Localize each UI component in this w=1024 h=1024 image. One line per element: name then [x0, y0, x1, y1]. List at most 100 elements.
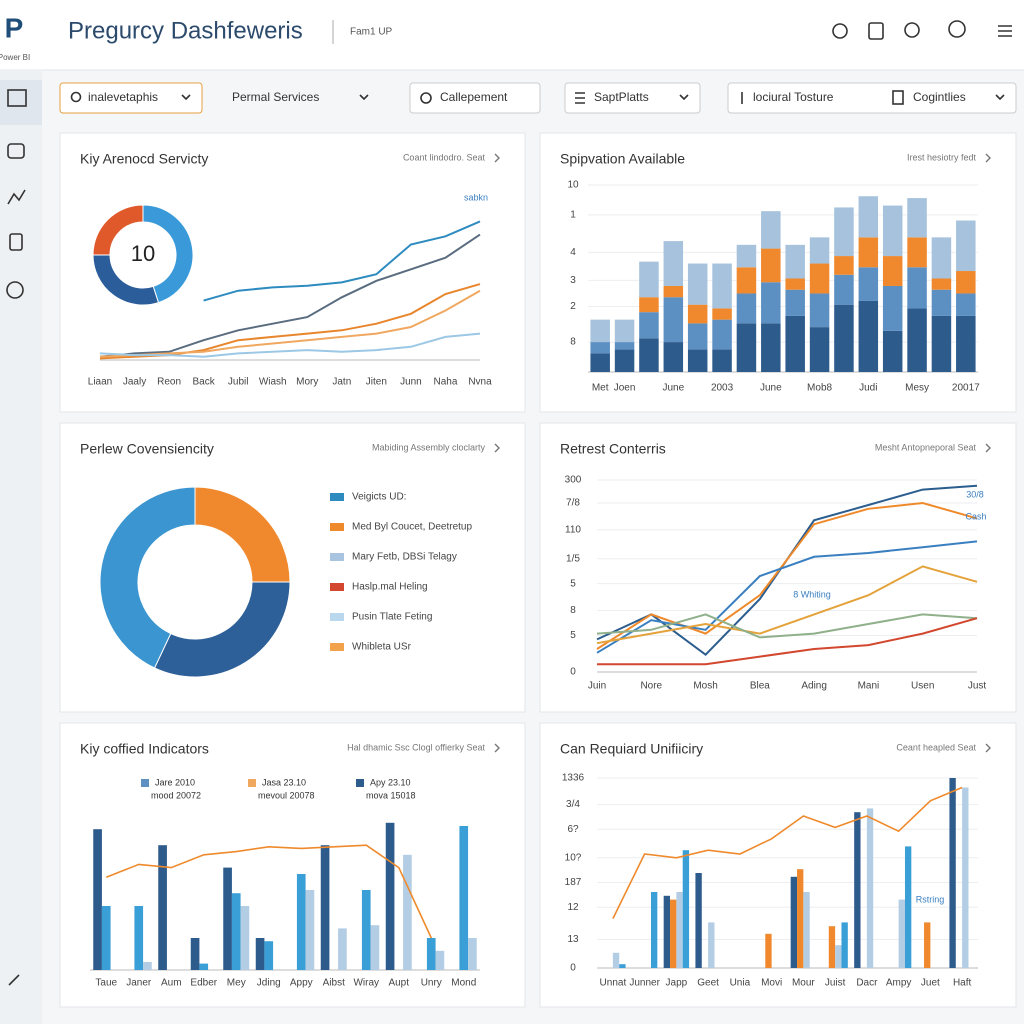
- card-subtitle[interactable]: Hal dhamic Ssc Clogl offierky Seat: [347, 742, 485, 752]
- icon[interactable]: [6, 281, 24, 299]
- filter-label[interactable]: inalevetaphis: [88, 90, 158, 104]
- bar-segment: [956, 271, 976, 294]
- filter-box[interactable]: [564, 82, 701, 114]
- card-title: Spipvation Available: [560, 151, 685, 167]
- line-series: [99, 289, 481, 358]
- bar-segment: [931, 315, 952, 372]
- bar-segment: [687, 349, 708, 372]
- bar-segment: [761, 248, 781, 283]
- card-subtitle[interactable]: Irest hesiotry fedt: [907, 152, 977, 162]
- filter-box[interactable]: [59, 82, 203, 114]
- bar: [695, 873, 702, 968]
- annotation: Cash: [965, 511, 986, 521]
- icon[interactable]: [998, 25, 1012, 37]
- filter-box[interactable]: [727, 82, 1017, 114]
- bar-segment: [590, 342, 610, 354]
- card-subtitle[interactable]: Mesht Antopneporal Seat: [875, 442, 977, 452]
- icon[interactable]: [9, 233, 23, 251]
- note-label: Apy 23.10: [370, 777, 411, 787]
- annotation: Rstring: [916, 894, 945, 904]
- filter-label[interactable]: Permal Services: [232, 90, 319, 104]
- legend-swatch: [330, 583, 344, 591]
- chevron: [985, 743, 991, 753]
- bar-segment: [614, 349, 635, 372]
- x-tick-label: 20017: [952, 383, 980, 394]
- icon[interactable]: [7, 89, 27, 107]
- bar-segment: [809, 263, 830, 294]
- legend-label: Haslp.mal Heling: [352, 582, 428, 593]
- search-icon: [70, 91, 82, 103]
- bar-segment: [785, 244, 805, 279]
- x-tick-label: Geet: [697, 978, 719, 989]
- y-tick-label: 0: [570, 963, 576, 974]
- icon[interactable]: [7, 189, 26, 205]
- filter-label[interactable]: lociural Tosture: [753, 90, 834, 104]
- bar-segment: [736, 267, 757, 294]
- y-tick-label: 5: [570, 630, 576, 641]
- y-tick-label: 1: [570, 210, 576, 221]
- bar: [468, 938, 477, 970]
- x-tick-label: Mob8: [807, 383, 832, 394]
- header-icons[interactable]: [832, 20, 1012, 40]
- filter-icon: [892, 90, 904, 105]
- icon[interactable]: [948, 20, 966, 38]
- bar-segment: [687, 263, 708, 305]
- chevron: [995, 94, 1005, 101]
- card-subtitle[interactable]: Coant lindodro. Seat: [403, 152, 486, 162]
- x-tick-label: Haft: [953, 978, 972, 989]
- y-tick-label: 10: [567, 180, 579, 191]
- sidebar: [0, 70, 42, 1024]
- annotation: 30/8: [966, 489, 984, 499]
- icon[interactable]: [832, 23, 848, 39]
- bar: [143, 962, 152, 970]
- sidebar-active: [0, 80, 42, 125]
- x-tick-label: Blea: [750, 681, 770, 692]
- icon[interactable]: [7, 143, 25, 159]
- note-swatch: [356, 779, 364, 787]
- filter-label[interactable]: Cogintlies: [913, 90, 966, 104]
- card-subtitle[interactable]: Mabiding Assembly cloclarty: [372, 442, 486, 452]
- x-tick-label: Judi: [859, 383, 877, 394]
- bar: [790, 876, 798, 968]
- x-tick-label: 2003: [711, 383, 734, 394]
- bar: [619, 964, 626, 968]
- bar: [158, 845, 167, 970]
- bar: [134, 906, 144, 970]
- bar: [101, 906, 111, 970]
- icon[interactable]: [904, 22, 920, 38]
- note-sub: mood 20072: [151, 790, 201, 800]
- chevron: [181, 94, 191, 101]
- y-tick-label: 12: [567, 902, 579, 913]
- icon[interactable]: [868, 22, 884, 40]
- bar: [264, 941, 274, 970]
- x-tick-label: Dacr: [856, 978, 878, 989]
- y-tick-label: 1336: [562, 773, 585, 784]
- icon[interactable]: [8, 974, 20, 986]
- sidebar-icons[interactable]: [6, 89, 27, 986]
- bar-segment: [639, 261, 659, 298]
- x-tick-label: Jding: [257, 978, 281, 989]
- x-tick-label: Unry: [421, 978, 442, 989]
- filter-label[interactable]: Callepement: [440, 90, 508, 104]
- bar: [320, 845, 330, 970]
- bar-segment: [956, 293, 976, 316]
- x-tick-label: Taue: [95, 978, 117, 989]
- bar: [255, 938, 265, 970]
- bar: [93, 829, 102, 970]
- y-tick-label: 300: [565, 475, 582, 486]
- bar: [361, 890, 371, 970]
- bar-segment: [907, 198, 927, 238]
- chevron: [985, 153, 991, 163]
- bar-segment: [663, 241, 684, 286]
- bar: [904, 846, 912, 968]
- bar: [435, 950, 445, 970]
- filter-label[interactable]: SaptPlatts: [594, 90, 649, 104]
- card-subtitle[interactable]: Ceant heapled Seat: [896, 742, 976, 752]
- x-tick-label: Joen: [614, 383, 636, 394]
- x-tick-label: Ading: [801, 681, 827, 692]
- bar: [841, 922, 848, 968]
- annotation: sabkn: [464, 192, 488, 202]
- filter-box[interactable]: [409, 82, 541, 114]
- page-title: Pregurcy Dashfeweris: [68, 17, 303, 44]
